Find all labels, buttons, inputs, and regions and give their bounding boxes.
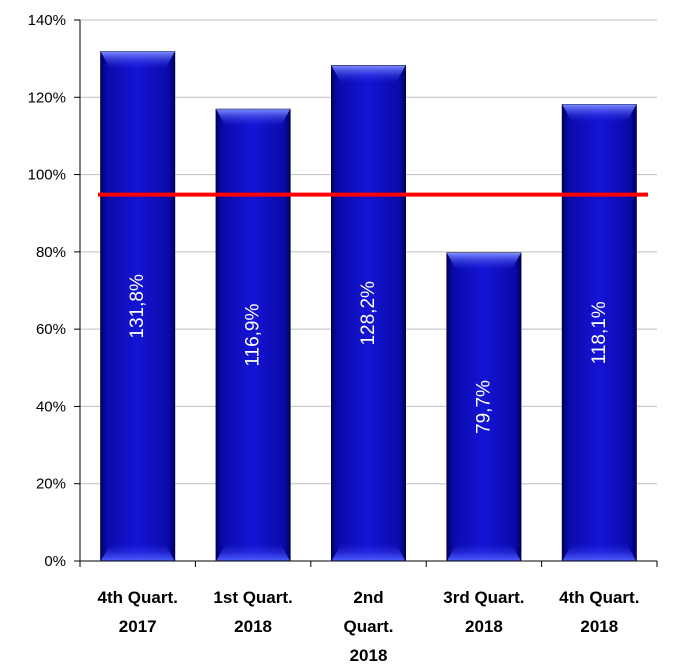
x-tick-label: 4th Quart. 2018 — [559, 588, 639, 636]
bar-top-bevel — [100, 51, 175, 70]
y-tick-label: 80% — [36, 244, 66, 261]
axes — [74, 19, 658, 567]
bar-bottom-bevel — [562, 543, 637, 561]
y-tick-label: 120% — [28, 89, 66, 106]
data-label: 131,8% — [127, 274, 148, 339]
x-tick-label: 3rd Quart. 2018 — [443, 588, 524, 636]
y-tick-label: 40% — [36, 398, 66, 415]
bar — [331, 65, 406, 562]
bar — [561, 104, 637, 562]
bar-bottom-bevel — [446, 543, 521, 561]
data-label: 79,7% — [473, 380, 494, 434]
bar — [215, 108, 291, 562]
bar-bottom-bevel — [216, 543, 291, 561]
y-tick-label: 0% — [44, 553, 66, 570]
bars — [100, 51, 637, 562]
x-tick-label: 2nd Quart. 2018 — [343, 588, 393, 665]
x-tick-label: 1st Quart. 2018 — [213, 588, 292, 636]
bar-body — [561, 104, 637, 562]
data-label: 116,9% — [243, 304, 264, 367]
y-tick-label: 100% — [28, 167, 66, 184]
data-label: 128,2% — [358, 281, 379, 346]
bar-bottom-bevel — [331, 543, 406, 561]
bar-top-bevel — [331, 65, 406, 84]
y-tick-label: 60% — [36, 321, 66, 338]
bar — [446, 252, 522, 562]
y-tick-label: 20% — [36, 476, 66, 493]
y-tick-label: 140% — [28, 12, 66, 29]
bar-bottom-bevel — [100, 543, 175, 561]
x-tick-label: 4th Quart. 2017 — [98, 588, 178, 636]
bar-top-bevel — [562, 104, 637, 123]
bar-top-bevel — [446, 253, 521, 272]
data-label: 118,1% — [589, 301, 610, 364]
bar-body — [215, 108, 291, 562]
bar-body — [446, 252, 522, 562]
labels: 0% 20% 40% 60% 80% 100% 120% 140% 131,8% 116,9% 12… — [28, 12, 640, 665]
bar-top-bevel — [216, 109, 291, 128]
